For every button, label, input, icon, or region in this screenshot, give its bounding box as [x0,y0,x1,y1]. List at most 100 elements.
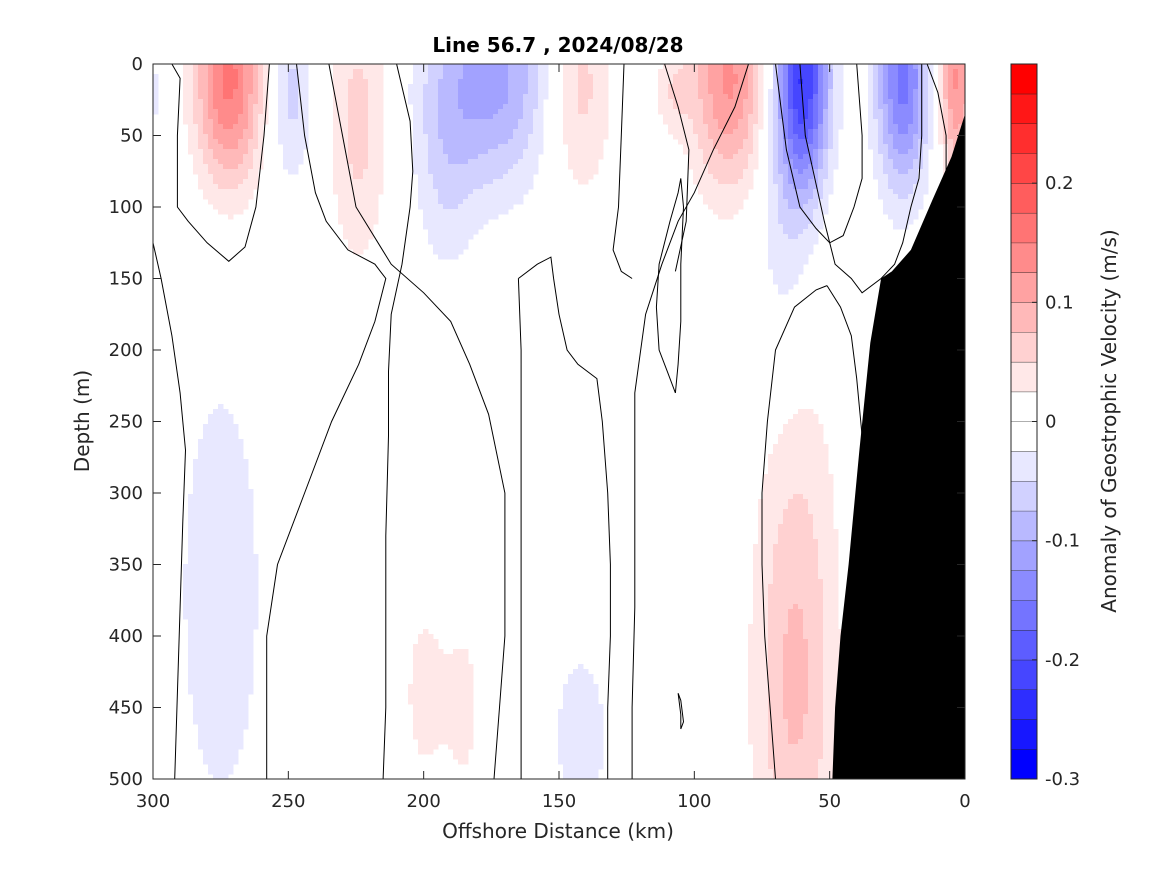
field-cell [773,584,779,590]
field-cell [213,514,219,520]
field-cell [378,164,384,170]
field-cell [448,164,454,170]
field-cell [603,124,609,130]
field-cell [353,124,359,130]
field-cell [233,574,239,580]
field-cell [813,474,819,480]
field-cell [788,604,794,610]
field-cell [678,124,684,130]
field-cell [203,449,209,455]
field-cell [203,144,209,150]
field-cell [603,69,609,75]
field-cell [753,584,759,590]
field-cell [793,134,799,140]
field-cell [233,579,239,585]
field-cell [228,599,234,605]
field-cell [223,524,229,530]
field-cell [728,94,734,100]
field-cell [533,124,539,130]
field-cell [693,179,699,185]
field-cell [708,144,714,150]
field-cell [363,84,369,90]
field-cell [788,434,794,440]
field-cell [353,199,359,205]
field-cell [248,519,254,525]
field-cell [193,529,199,535]
field-cell [753,69,759,75]
field-cell [213,684,219,690]
field-cell [218,444,224,450]
field-cell [408,94,414,100]
field-cell [193,474,199,480]
field-cell [188,134,194,140]
field-cell [248,494,254,500]
field-cell [203,529,209,535]
field-cell [288,134,294,140]
field-cell [778,64,784,70]
field-cell [203,614,209,620]
field-cell [223,409,229,415]
field-cell [183,109,189,115]
field-cell [798,204,804,210]
field-cell [673,79,679,85]
field-cell [798,124,804,130]
field-cell [458,94,464,100]
field-cell [753,664,759,670]
field-cell [683,124,689,130]
field-cell [753,154,759,160]
field-cell [813,234,819,240]
field-cell [513,84,519,90]
field-cell [153,104,159,110]
field-cell [213,754,219,760]
field-cell [473,79,479,85]
field-cell [803,249,809,255]
field-cell [418,664,424,670]
field-cell [198,104,204,110]
field-cell [703,194,709,200]
field-cell [748,124,754,130]
field-cell [688,134,694,140]
field-cell [588,104,594,110]
field-cell [253,154,259,160]
field-cell [563,749,569,755]
field-cell [788,659,794,665]
field-cell [198,539,204,545]
field-cell [793,214,799,220]
field-cell [778,634,784,640]
field-cell [418,749,424,755]
field-cell [673,94,679,100]
field-cell [788,639,794,645]
field-cell [223,209,229,215]
field-cell [448,79,454,85]
field-cell [198,89,204,95]
field-cell [423,69,429,75]
field-cell [598,744,604,750]
field-cell [713,89,719,95]
field-cell [238,674,244,680]
field-cell [763,709,769,715]
field-cell [263,69,269,75]
field-cell [453,659,459,665]
field-cell [758,634,764,640]
field-cell [198,589,204,595]
field-cell [603,99,609,105]
field-cell [778,169,784,175]
field-cell [483,79,489,85]
field-cell [663,99,669,105]
field-cell [803,679,809,685]
field-cell [793,529,799,535]
field-cell [783,94,789,100]
field-cell [213,649,219,655]
field-cell [733,189,739,195]
field-cell [528,129,534,135]
field-cell [578,724,584,730]
field-cell [718,199,724,205]
field-cell [223,679,229,685]
field-cell [818,134,824,140]
field-cell [213,674,219,680]
field-cell [523,164,529,170]
field-cell [513,104,519,110]
field-cell [803,654,809,660]
field-cell [763,724,769,730]
field-cell [533,169,539,175]
